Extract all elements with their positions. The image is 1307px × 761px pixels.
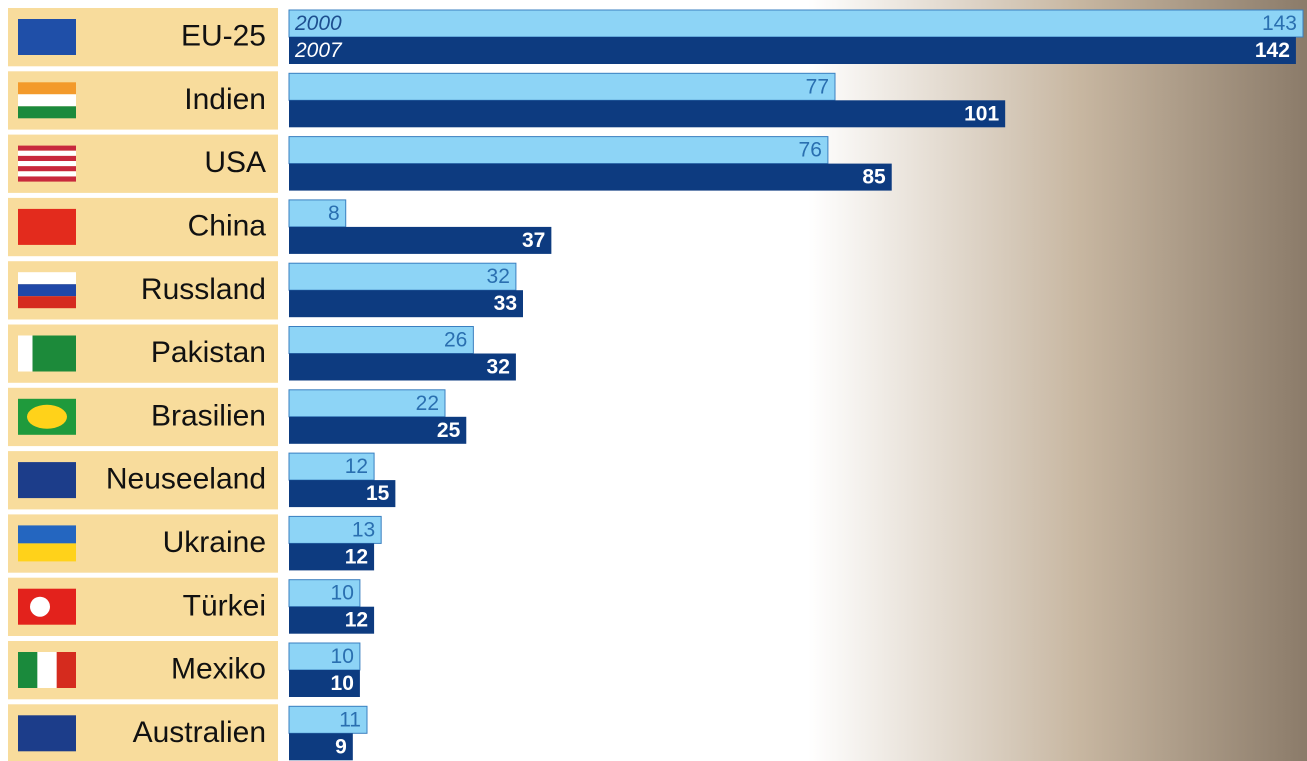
value-label: 8: [328, 202, 340, 225]
category-label: Ukraine: [163, 526, 266, 559]
flag: [56, 652, 76, 688]
value-label: 26: [444, 329, 467, 352]
bar: [289, 100, 1006, 128]
value-label: 142: [1255, 39, 1290, 62]
value-label: 10: [331, 672, 354, 695]
bar: [288, 642, 361, 671]
flag: [18, 715, 76, 752]
category-label: Indien: [184, 83, 266, 116]
bar: [289, 353, 516, 381]
value-label: 12: [345, 545, 368, 568]
value-label: 85: [862, 166, 886, 189]
category-label: Brasilien: [151, 399, 266, 432]
value-label: 33: [494, 292, 517, 315]
flag: [18, 296, 76, 309]
category-label: Pakistan: [151, 336, 266, 369]
flag: [18, 161, 76, 167]
category-label: USA: [204, 146, 266, 179]
value-label: 25: [437, 419, 461, 442]
value-label: 12: [345, 609, 368, 632]
value-label: 37: [522, 229, 545, 252]
bar: [289, 416, 467, 444]
bar: [289, 670, 360, 697]
bar: [289, 606, 375, 634]
bar: [288, 515, 382, 544]
value-label: 12: [345, 455, 368, 478]
category-label: Russland: [141, 273, 266, 306]
flag: [18, 94, 76, 107]
flag: [18, 106, 76, 119]
bar: [289, 543, 375, 571]
value-label: 13: [352, 518, 375, 541]
bar: [288, 579, 361, 608]
flag: [18, 335, 33, 372]
flag: [18, 284, 76, 297]
value-label: 15: [366, 482, 390, 505]
legend-label: 2000: [294, 12, 342, 35]
flag: [18, 145, 76, 151]
category-label: Neuseeland: [106, 463, 266, 496]
flag: [18, 19, 76, 55]
value-label: 11: [339, 708, 361, 731]
category-label: China: [188, 209, 267, 242]
flag: [18, 208, 76, 245]
bar: [288, 326, 474, 354]
value-label: 76: [799, 139, 822, 162]
category-label: EU-25: [181, 20, 266, 53]
bar: [289, 733, 353, 761]
flag: [18, 150, 76, 156]
category-label: Australien: [133, 716, 266, 749]
value-label: 143: [1262, 12, 1297, 35]
flag: [18, 462, 76, 499]
bar: [289, 163, 892, 191]
category-label: Türkei: [183, 589, 266, 622]
bar: [288, 9, 1304, 38]
category-label: Mexiko: [171, 653, 266, 686]
flag: [18, 272, 76, 285]
value-label: 10: [331, 582, 354, 605]
flag: [30, 596, 50, 617]
bar: [288, 136, 829, 165]
bar: [288, 72, 836, 101]
legend-label: 2007: [294, 39, 343, 62]
value-label: 77: [806, 75, 829, 98]
value-label: 9: [335, 735, 347, 758]
flag: [18, 82, 76, 95]
flag: [18, 171, 76, 177]
flag: [18, 176, 76, 182]
flag: [18, 543, 76, 562]
value-label: 101: [964, 102, 999, 125]
flag: [18, 525, 76, 544]
flag: [27, 404, 67, 429]
bar: [289, 37, 1296, 64]
bar: [289, 480, 396, 508]
value-label: 10: [331, 645, 354, 668]
value-label: 22: [416, 392, 439, 415]
flag: [18, 166, 76, 172]
flag: [18, 652, 38, 688]
bar: [288, 705, 368, 734]
flag: [18, 155, 76, 162]
value-label: 32: [487, 265, 510, 288]
bar: [289, 290, 523, 318]
bar: [288, 199, 347, 228]
bar: [289, 226, 552, 254]
value-label: 32: [487, 356, 510, 379]
bar: [288, 262, 517, 291]
